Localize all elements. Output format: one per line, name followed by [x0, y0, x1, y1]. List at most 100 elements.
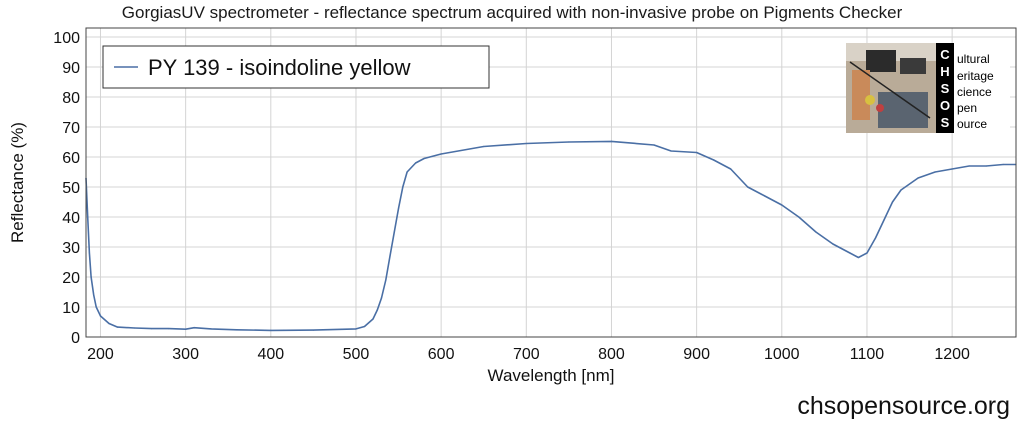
y-tick-label: 20 — [62, 270, 80, 287]
logo-letter: S — [941, 115, 950, 130]
data-point — [832, 243, 834, 245]
data-point — [764, 195, 766, 197]
data-point — [108, 322, 110, 325]
data-point — [402, 186, 404, 188]
x-tick-labels: 200 300 400 500 600 700 800 900 1000 1100 1200 — [87, 346, 970, 363]
logo-word: cience — [957, 85, 992, 99]
x-tick-label: 800 — [598, 346, 625, 363]
legend-box — [102, 45, 490, 89]
x-tick-label: 300 — [172, 346, 199, 363]
y-axis-label: Reflectance (%) — [8, 122, 27, 243]
data-point — [236, 329, 238, 331]
data-point — [133, 327, 136, 329]
data-point — [406, 171, 408, 173]
y-tick-label: 10 — [62, 300, 80, 317]
x-tick-label: 1000 — [764, 346, 800, 363]
logo-word: eritage — [957, 69, 994, 83]
y-tick-label: 0 — [71, 330, 80, 347]
data-point — [917, 177, 919, 179]
x-tick-label: 1100 — [850, 346, 885, 363]
x-tick-label: 200 — [87, 346, 114, 363]
data-point — [883, 219, 885, 221]
x-axis-label: Wavelength [nm] — [488, 366, 615, 385]
data-point — [363, 325, 366, 328]
data-point — [116, 326, 119, 328]
data-point — [866, 252, 868, 254]
data-point — [87, 216, 89, 218]
spectrometer-photo-icon — [846, 43, 936, 133]
data-point — [440, 153, 442, 155]
logo-letter: C — [940, 47, 950, 62]
y-tick-label: 60 — [62, 150, 80, 167]
logo-word: ultural — [957, 52, 990, 66]
logo-word: ource — [957, 117, 987, 131]
data-point — [380, 297, 383, 299]
y-tick-label: 30 — [62, 240, 80, 257]
data-point — [747, 186, 749, 188]
chart-title: GorgiasUV spectrometer - reflectance spe… — [121, 3, 903, 22]
data-point — [951, 168, 953, 170]
data-point — [168, 328, 170, 330]
data-point — [151, 328, 153, 330]
legend-label: PY 139 - isoindoline yellow — [148, 55, 411, 80]
y-tick-label: 50 — [62, 180, 80, 197]
data-point — [95, 306, 97, 308]
data-point — [355, 328, 357, 330]
data-point — [738, 177, 740, 179]
data-point — [372, 318, 374, 320]
data-point — [849, 252, 851, 254]
data-point — [798, 216, 800, 218]
x-tick-label: 400 — [257, 346, 284, 363]
data-point — [210, 328, 212, 330]
y-tick-labels: 0 10 20 30 40 50 60 70 80 90 100 — [53, 30, 80, 347]
data-point — [815, 231, 817, 233]
data-point — [376, 309, 378, 311]
data-point — [193, 327, 195, 329]
y-tick-label: 100 — [53, 30, 80, 47]
x-tick-label: 900 — [683, 346, 710, 363]
data-point — [99, 315, 102, 317]
data-point — [985, 165, 987, 167]
x-tick-label: 600 — [428, 346, 455, 363]
y-tick-label: 80 — [62, 90, 80, 107]
data-point — [398, 207, 400, 209]
data-point — [568, 141, 570, 143]
data-point — [88, 252, 90, 254]
data-point — [857, 256, 860, 259]
data-point — [696, 151, 698, 154]
x-tick-label: 500 — [343, 346, 370, 363]
data-point — [934, 171, 936, 173]
data-point — [185, 328, 187, 330]
y-tick-label: 70 — [62, 120, 80, 137]
logo-letter: S — [941, 81, 950, 96]
data-point — [653, 144, 655, 146]
data-point — [781, 204, 783, 206]
data-point — [423, 157, 425, 160]
data-point — [891, 201, 894, 203]
y-tick-label: 90 — [62, 60, 80, 77]
data-point — [90, 276, 92, 278]
data-point — [610, 140, 613, 142]
logo-word: pen — [957, 101, 977, 115]
x-tick-label: 700 — [513, 346, 540, 363]
x-tick-label: 1200 — [934, 346, 970, 363]
data-point — [1002, 163, 1004, 166]
data-point — [393, 231, 395, 233]
data-point — [385, 279, 387, 281]
data-point — [730, 168, 732, 170]
data-point — [968, 165, 970, 167]
logo-letter: O — [940, 98, 950, 113]
logo-letter: H — [940, 64, 949, 79]
y-tick-label: 40 — [62, 210, 80, 227]
chsos-logo: C H S O S ultural eritage cience pen our… — [846, 43, 1010, 133]
website-link[interactable]: chsopensource.org — [797, 392, 1010, 420]
series-line — [85, 140, 1016, 332]
data-point — [900, 189, 902, 191]
data-point — [525, 142, 527, 145]
data-point — [270, 329, 272, 331]
data-point — [713, 159, 715, 161]
data-point — [93, 294, 95, 296]
series-layer — [85, 140, 1017, 332]
legend: PY 139 - isoindoline yellow — [102, 45, 490, 89]
data-point — [389, 255, 391, 257]
